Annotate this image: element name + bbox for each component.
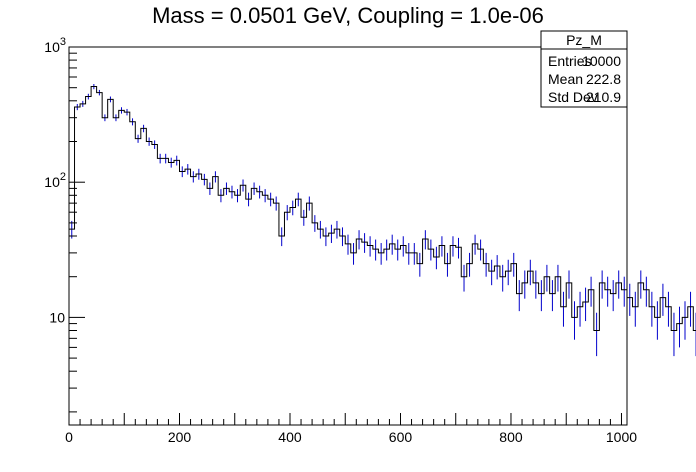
x-tick-label: 400 [278, 429, 302, 445]
chart-title: Mass = 0.0501 GeV, Coupling = 1.0e-06 [152, 3, 544, 28]
y-tick-label: 10 [49, 309, 65, 325]
x-tick-label: 0 [65, 429, 73, 445]
y-tick-label: 103 [44, 36, 66, 55]
x-tick-label: 1000 [606, 429, 637, 445]
stats-mean-value: 222.8 [586, 71, 621, 87]
stats-entries-value: 10000 [582, 53, 621, 69]
histogram-steps [68, 86, 696, 425]
y-tick-label: 102 [44, 171, 66, 190]
x-tick-label: 200 [168, 429, 192, 445]
histogram-data [68, 83, 696, 425]
stats-box-frame [540, 30, 628, 108]
stats-stddev-value: 210.9 [586, 89, 621, 105]
x-tick-label: 800 [499, 429, 523, 445]
stats-entries-label: Entries [548, 53, 592, 69]
x-tick-label: 600 [389, 429, 413, 445]
stats-mean-label: Mean [548, 71, 583, 87]
stats-stddev-label: Std Dev [548, 89, 598, 105]
plot-frame [68, 46, 628, 426]
stats-box-title: Pz_M [566, 32, 602, 48]
axes: 0 200 400 600 800 1000 10 102 103 [44, 36, 637, 445]
stats-box: Pz_M Entries 10000 Mean 222.8 Std Dev 21… [540, 30, 628, 108]
